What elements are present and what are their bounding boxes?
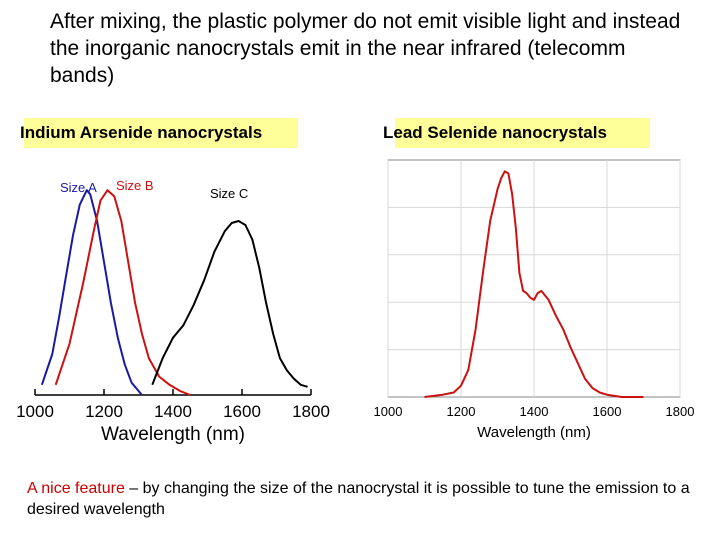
lead-selenide-chart: 1000 1200 1400 1600 1800 Wavelength (nm) (374, 159, 695, 441)
note-rest: – by changing the size of the nanocrysta… (27, 480, 690, 518)
x-tick-label: 1400 (154, 402, 192, 421)
x-tick-label: 1000 (16, 402, 54, 421)
right-panel-title: Lead Selenide nanocrystals (383, 118, 650, 148)
series-label: Size C (210, 186, 248, 201)
note-highlight: A nice feature (27, 480, 125, 497)
feature-note: A nice feature – by changing the size of… (27, 478, 697, 520)
series-line (151, 220, 308, 388)
left-panel-title: Indium Arsenide nanocrystals (20, 118, 298, 148)
title-highlight (24, 118, 298, 148)
right-panel-title-text: Lead Selenide nanocrystals (383, 123, 607, 142)
x-tick-label: 1200 (447, 404, 476, 419)
x-axis-label: Wavelength (nm) (477, 424, 591, 441)
x-tick-label: 1200 (85, 402, 123, 421)
series-line (424, 170, 644, 398)
series-label: Size B (116, 178, 154, 193)
indium-arsenide-chart: 1000 1200 1400 1600 1800 Wavelength (nm) Size … (16, 178, 330, 445)
x-tick-label: 1600 (223, 402, 261, 421)
intro-text: After mixing, the plastic polymer do not… (50, 10, 681, 87)
series-line (40, 189, 143, 396)
left-panel-title-text: Indium Arsenide nanocrystals (20, 123, 263, 142)
x-tick-label: 1800 (292, 402, 330, 421)
x-tick-label: 1600 (593, 404, 622, 419)
x-tick-label: 1800 (666, 404, 695, 419)
title-highlight (395, 118, 650, 148)
x-tick-label: 1000 (374, 404, 403, 419)
series-label: Size A (60, 180, 97, 195)
x-tick-label: 1400 (520, 404, 549, 419)
series-line (54, 189, 191, 396)
x-axis-label: Wavelength (nm) (101, 424, 245, 445)
